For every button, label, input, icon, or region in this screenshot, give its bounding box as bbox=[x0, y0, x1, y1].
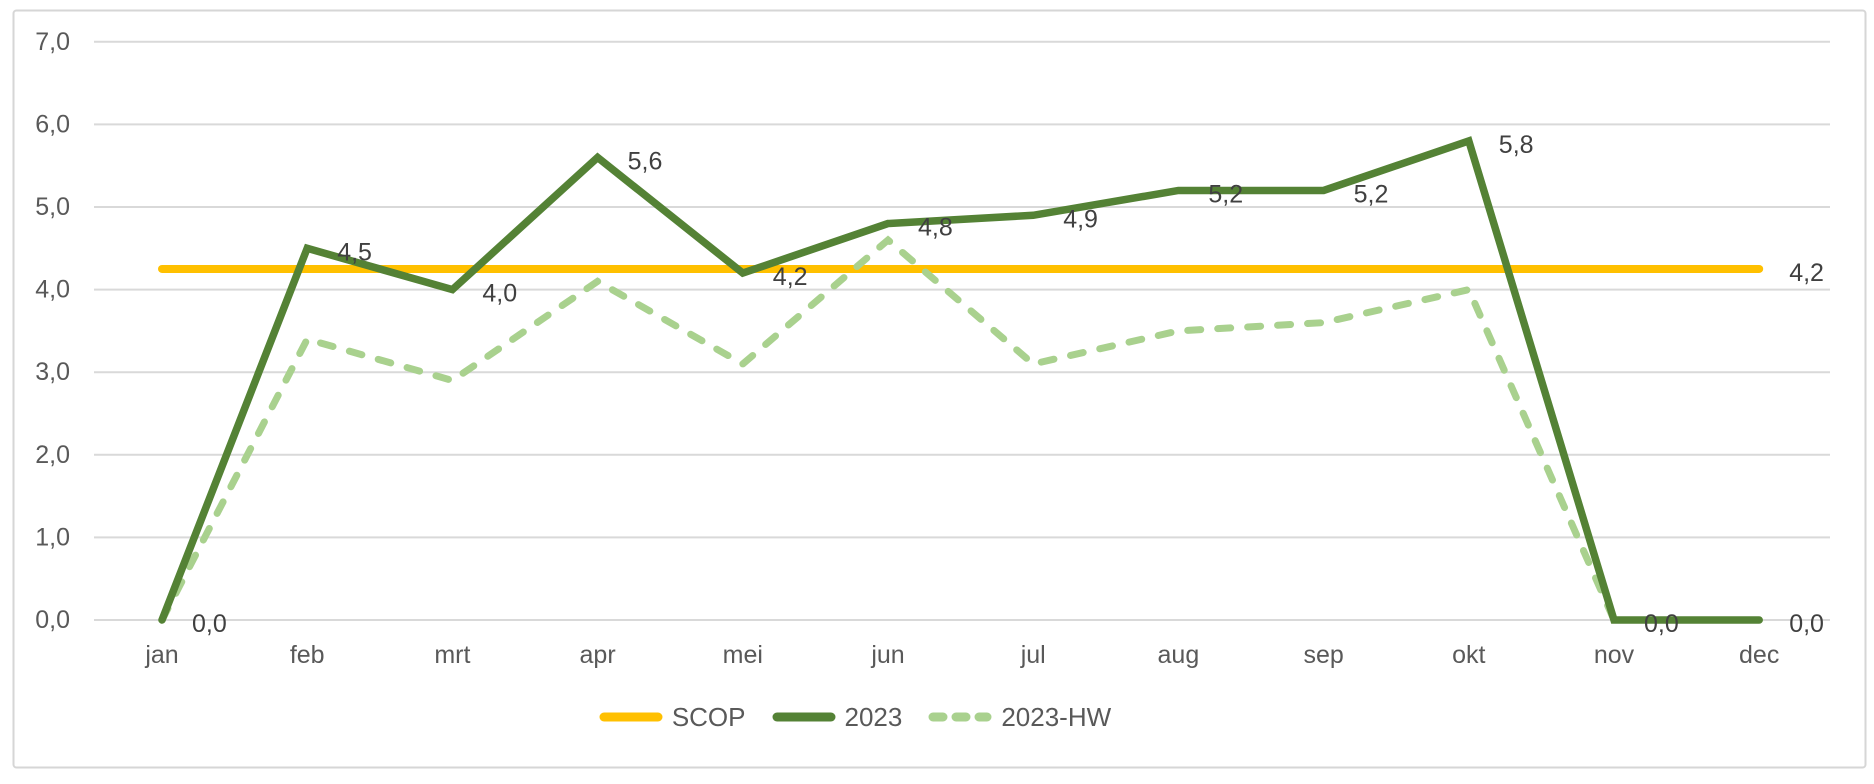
data-label-2023-jul: 4,9 bbox=[1063, 205, 1098, 233]
data-label-2023-jun: 4,8 bbox=[918, 214, 953, 242]
y-axis-tick-label: 1,0 bbox=[35, 523, 70, 551]
series-2023-line bbox=[158, 136, 1763, 624]
data-label-2023-dec: 0,0 bbox=[1789, 610, 1824, 638]
legend-swatch-2023-hw bbox=[928, 712, 992, 722]
data-label-2023-sep: 5,2 bbox=[1354, 180, 1389, 208]
data-label-2023-mrt: 4,0 bbox=[482, 280, 517, 308]
x-axis-tick-label-sep: sep bbox=[1303, 641, 1343, 669]
legend-label-2023-hw: 2023-HW bbox=[1001, 702, 1112, 732]
x-axis-tick-label-jan: jan bbox=[144, 641, 178, 669]
x-axis-tick-label-mei: mei bbox=[723, 641, 763, 669]
y-axis-tick-label: 7,0 bbox=[35, 28, 70, 56]
legend-item-scop: SCOP bbox=[599, 704, 746, 730]
data-label-scop-end: 4,2 bbox=[1789, 259, 1824, 287]
chart-legend: SCOP 2023 2023-HW bbox=[0, 704, 1710, 730]
y-axis-tick-label: 0,0 bbox=[35, 606, 70, 634]
series-2023-hw-line bbox=[158, 235, 1763, 624]
x-axis-tick-label-apr: apr bbox=[580, 641, 616, 669]
data-label-2023-jan: 0,0 bbox=[192, 610, 227, 638]
x-axis-tick-label-nov: nov bbox=[1594, 641, 1635, 669]
x-axis-tick-label-jul: jul bbox=[1020, 641, 1046, 669]
legend-swatch-scop bbox=[599, 712, 663, 722]
legend-item-2023: 2023 bbox=[772, 702, 903, 732]
legend-item-2023-hw: 2023-HW bbox=[928, 704, 1111, 730]
y-axis-tick-label: 6,0 bbox=[35, 110, 70, 138]
y-axis-tick-label: 4,0 bbox=[35, 276, 70, 304]
legend-swatch-2023 bbox=[772, 712, 835, 722]
data-label-2023-aug: 5,2 bbox=[1208, 180, 1243, 208]
y-axis-tick-label: 3,0 bbox=[35, 358, 70, 386]
legend-label-scop: SCOP bbox=[671, 702, 746, 732]
data-label-2023-okt: 5,8 bbox=[1499, 131, 1534, 159]
data-label-2023-feb: 4,5 bbox=[337, 238, 372, 266]
data-label-2023-nov: 0,0 bbox=[1644, 610, 1679, 638]
x-axis-tick-label-feb: feb bbox=[290, 641, 325, 669]
chart-border bbox=[12, 9, 1867, 769]
x-axis-tick-label-jun: jun bbox=[870, 641, 904, 669]
y-axis-tick-label: 5,0 bbox=[35, 193, 70, 221]
x-axis-tick-label-okt: okt bbox=[1452, 641, 1485, 669]
x-axis-tick-label-mrt: mrt bbox=[434, 641, 470, 669]
legend-label-2023: 2023 bbox=[844, 702, 903, 732]
y-axis-tick-label: 2,0 bbox=[35, 441, 70, 469]
data-label-2023-apr: 5,6 bbox=[628, 147, 663, 175]
x-axis-tick-label-aug: aug bbox=[1158, 641, 1200, 669]
x-axis-tick-label-dec: dec bbox=[1739, 641, 1779, 669]
data-label-2023-mei: 4,2 bbox=[773, 263, 808, 291]
